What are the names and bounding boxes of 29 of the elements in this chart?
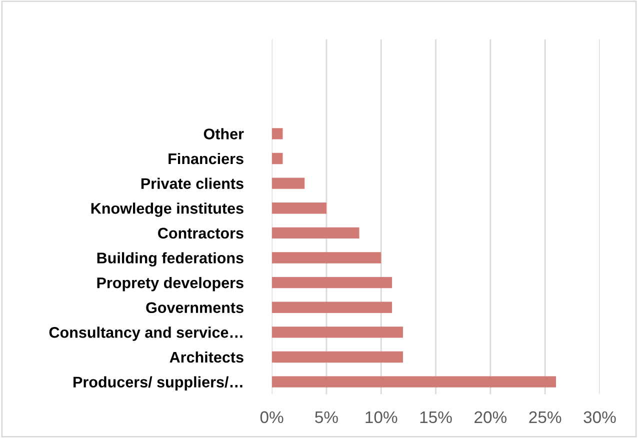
y-tick-label: Private clients [141,178,244,190]
bar [272,351,403,363]
x-tick-label: 15% [420,411,452,424]
y-tick-label: Consultancy and service… [49,326,242,341]
x-tick-label: 5% [315,411,338,424]
x-tick-label: 20% [474,411,506,424]
y-tick-label: Governments [146,302,244,314]
y-tick-label: Building federations [97,252,244,267]
y-tick-label: Knowledge institutes [91,202,244,217]
bar [272,252,382,264]
y-tick-label: Architects [170,351,244,363]
bar [272,276,392,288]
x-tick-label: 0% [260,411,284,424]
y-tick-label: Producers/ suppliers/… [74,376,242,390]
y-tick-label: Proprety developers [97,277,244,292]
y-tick-label: Other [204,128,244,140]
bar [272,326,403,338]
bar [272,128,283,140]
y-tick-label: Contractors [158,228,244,239]
bar [272,376,556,388]
bar [272,152,283,164]
bar [272,178,305,189]
y-tick-label: Financiers [168,152,244,164]
bar [272,202,326,214]
x-tick-label: 10% [366,411,398,424]
x-tick-label: 25% [529,411,562,424]
bar [272,227,360,239]
x-tick-label: 30% [584,411,616,424]
bar [272,302,392,313]
